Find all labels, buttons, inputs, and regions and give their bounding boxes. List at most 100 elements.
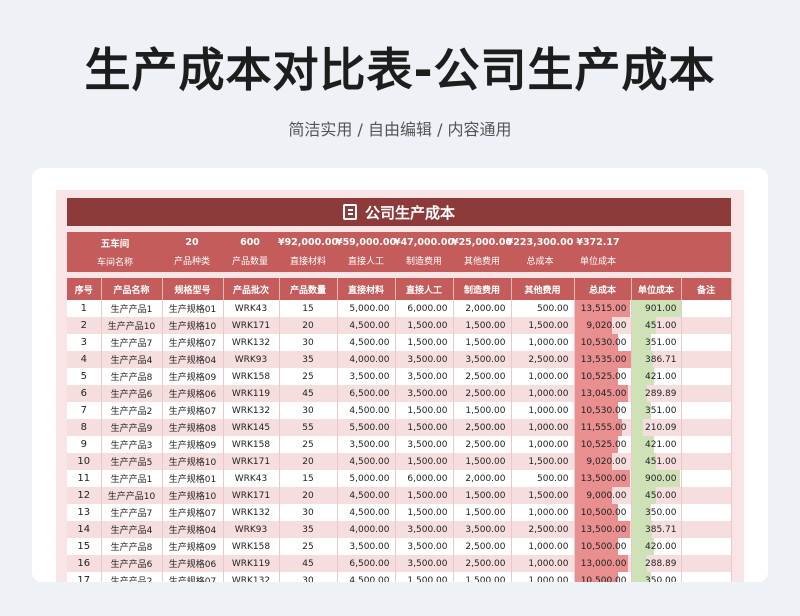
cell-spec[interactable]: 生产规格07 — [162, 572, 224, 582]
table-row[interactable]: 2 生产产品10 生产规格10 WRK171 20 4,500.00 1,500.00 1,5… — [67, 317, 732, 334]
cell-other[interactable]: 2,500.00 — [511, 351, 575, 368]
cell-overhead[interactable]: 2,500.00 — [453, 436, 512, 453]
cell-other[interactable]: 1,000.00 — [511, 436, 575, 453]
cell-note[interactable] — [681, 555, 732, 572]
cell-batch[interactable]: WRK145 — [223, 419, 280, 436]
cell-unit[interactable]: 421.00 — [631, 368, 682, 385]
cell-labor[interactable]: 3,500.00 — [395, 368, 454, 385]
cell-other[interactable]: 1,000.00 — [511, 504, 575, 521]
cell-qty[interactable]: 45 — [279, 555, 338, 572]
column-header[interactable]: 制造费用 — [453, 278, 512, 300]
cell-spec[interactable]: 生产规格09 — [162, 436, 224, 453]
cell-spec[interactable]: 生产规格09 — [162, 538, 224, 555]
cell-other[interactable]: 1,000.00 — [511, 334, 575, 351]
cell-spec[interactable]: 生产规格04 — [162, 351, 224, 368]
cell-qty[interactable]: 15 — [279, 300, 338, 317]
cell-name[interactable]: 生产产品4 — [101, 351, 163, 368]
cell-spec[interactable]: 生产规格04 — [162, 521, 224, 538]
cell-total[interactable]: 10,500.00 — [574, 538, 632, 555]
column-header[interactable]: 总成本 — [574, 278, 632, 300]
cell-name[interactable]: 生产产品3 — [101, 436, 163, 453]
cell-overhead[interactable]: 2,000.00 — [453, 470, 512, 487]
cell-overhead[interactable]: 1,500.00 — [453, 504, 512, 521]
cell-qty[interactable]: 35 — [279, 521, 338, 538]
cell-note[interactable] — [681, 368, 732, 385]
cell-seq[interactable]: 15 — [67, 538, 102, 555]
column-header[interactable]: 产品数量 — [279, 278, 338, 300]
cell-total[interactable]: 9,020.00 — [574, 453, 632, 470]
cell-other[interactable]: 1,000.00 — [511, 555, 575, 572]
cell-name[interactable]: 生产产品9 — [101, 419, 163, 436]
cell-note[interactable] — [681, 436, 732, 453]
cell-unit[interactable]: 900.00 — [631, 470, 682, 487]
cell-seq[interactable]: 6 — [67, 385, 102, 402]
cell-total[interactable]: 10,525.00 — [574, 436, 632, 453]
cell-spec[interactable]: 生产规格10 — [162, 453, 224, 470]
cell-overhead[interactable]: 2,000.00 — [453, 300, 512, 317]
table-row[interactable]: 17 生产产品2 生产规格07 WRK132 30 4,500.00 1,500.00 1,5… — [67, 572, 732, 582]
cell-qty[interactable]: 55 — [279, 419, 338, 436]
cell-name[interactable]: 生产产品6 — [101, 555, 163, 572]
cell-seq[interactable]: 13 — [67, 504, 102, 521]
cell-batch[interactable]: WRK132 — [223, 504, 280, 521]
cell-total[interactable]: 10,525.00 — [574, 368, 632, 385]
cell-material[interactable]: 4,500.00 — [337, 572, 396, 582]
cell-note[interactable] — [681, 538, 732, 555]
cell-note[interactable] — [681, 453, 732, 470]
cell-overhead[interactable]: 2,500.00 — [453, 368, 512, 385]
cell-batch[interactable]: WRK43 — [223, 470, 280, 487]
cell-unit[interactable]: 451.00 — [631, 453, 682, 470]
cell-qty[interactable]: 15 — [279, 470, 338, 487]
cell-name[interactable]: 生产产品8 — [101, 368, 163, 385]
cell-spec[interactable]: 生产规格06 — [162, 385, 224, 402]
cell-seq[interactable]: 9 — [67, 436, 102, 453]
cell-batch[interactable]: WRK158 — [223, 436, 280, 453]
cell-qty[interactable]: 20 — [279, 487, 338, 504]
cell-spec[interactable]: 生产规格07 — [162, 334, 224, 351]
cell-other[interactable]: 1,000.00 — [511, 402, 575, 419]
cell-other[interactable]: 1,000.00 — [511, 385, 575, 402]
cell-seq[interactable]: 3 — [67, 334, 102, 351]
column-header[interactable]: 序号 — [67, 278, 102, 300]
table-row[interactable]: 4 生产产品4 生产规格04 WRK93 35 4,000.00 3,500.00 3,500… — [67, 351, 732, 368]
cell-unit[interactable]: 385.71 — [631, 521, 682, 538]
table-row[interactable]: 5 生产产品8 生产规格09 WRK158 25 3,500.00 3,500.00 2,50… — [67, 368, 732, 385]
cell-total[interactable]: 9,020.00 — [574, 317, 632, 334]
cell-seq[interactable]: 2 — [67, 317, 102, 334]
cell-note[interactable] — [681, 521, 732, 538]
cell-qty[interactable]: 20 — [279, 317, 338, 334]
column-header[interactable]: 产品名称 — [101, 278, 163, 300]
cell-spec[interactable]: 生产规格01 — [162, 300, 224, 317]
cell-total[interactable]: 13,515.00 — [574, 300, 632, 317]
cell-batch[interactable]: WRK43 — [223, 300, 280, 317]
cell-batch[interactable]: WRK132 — [223, 402, 280, 419]
cell-batch[interactable]: WRK158 — [223, 538, 280, 555]
cell-labor[interactable]: 3,500.00 — [395, 521, 454, 538]
cell-total[interactable]: 13,000.00 — [574, 555, 632, 572]
cell-name[interactable]: 生产产品1 — [101, 470, 163, 487]
cell-unit[interactable]: 351.00 — [631, 402, 682, 419]
cell-total[interactable]: 11,555.00 — [574, 419, 632, 436]
cell-overhead[interactable]: 2,500.00 — [453, 385, 512, 402]
cell-seq[interactable]: 14 — [67, 521, 102, 538]
cell-overhead[interactable]: 3,500.00 — [453, 351, 512, 368]
cell-other[interactable]: 1,000.00 — [511, 368, 575, 385]
cell-note[interactable] — [681, 419, 732, 436]
cell-overhead[interactable]: 1,500.00 — [453, 402, 512, 419]
cell-labor[interactable]: 3,500.00 — [395, 385, 454, 402]
cell-name[interactable]: 生产产品10 — [101, 317, 163, 334]
cell-spec[interactable]: 生产规格01 — [162, 470, 224, 487]
cell-material[interactable]: 6,500.00 — [337, 385, 396, 402]
cell-labor[interactable]: 1,500.00 — [395, 419, 454, 436]
cell-labor[interactable]: 1,500.00 — [395, 572, 454, 582]
cell-labor[interactable]: 3,500.00 — [395, 555, 454, 572]
cell-batch[interactable]: WRK119 — [223, 555, 280, 572]
cell-other[interactable]: 1,000.00 — [511, 572, 575, 582]
cell-spec[interactable]: 生产规格08 — [162, 419, 224, 436]
cell-note[interactable] — [681, 300, 732, 317]
cell-material[interactable]: 4,500.00 — [337, 334, 396, 351]
cell-note[interactable] — [681, 402, 732, 419]
cell-material[interactable]: 6,500.00 — [337, 555, 396, 572]
cell-seq[interactable]: 8 — [67, 419, 102, 436]
cell-labor[interactable]: 3,500.00 — [395, 538, 454, 555]
